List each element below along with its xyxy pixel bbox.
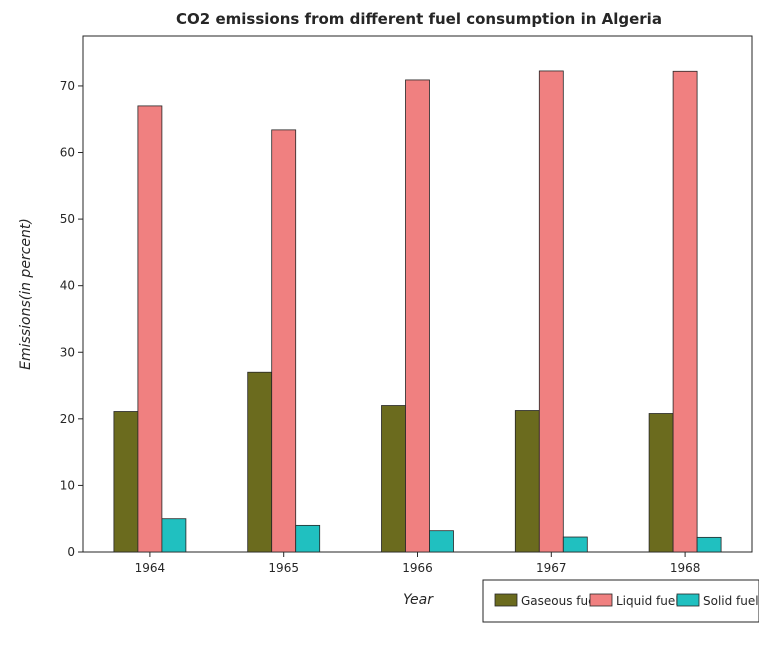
bar-liquid-fuel-1965: [271, 129, 297, 553]
x-tick-label: 1965: [268, 561, 299, 575]
y-tick-label: 60: [60, 146, 75, 160]
y-axis-label: Emissions(in percent): [18, 218, 34, 370]
bar-gaseous-fuel-1964: [113, 411, 139, 553]
bar-gaseous-fuel-1966: [381, 405, 406, 553]
legend-label-gaseous-fuel: Gaseous fuel: [521, 594, 599, 608]
y-tick-label: 40: [60, 279, 75, 293]
bar-gaseous-fuel-1965: [247, 371, 273, 553]
y-tick-label: 50: [60, 212, 75, 226]
bar-solid-fuel-1968: [696, 536, 722, 553]
bar-liquid-fuel-1968: [672, 70, 698, 553]
x-axis-label: Year: [403, 592, 434, 608]
legend: Gaseous fuel Liquid fuel Solid fuel: [482, 579, 759, 623]
y-tick-label: 20: [60, 412, 75, 426]
chart-title: CO2 emissions from different fuel consum…: [176, 10, 662, 28]
y-tick-label: 10: [60, 478, 75, 492]
legend-label-liquid-fuel: Liquid fuel: [616, 594, 679, 608]
legend-label-solid-fuel: Solid fuel: [703, 594, 759, 608]
bar-liquid-fuel-1967: [538, 70, 564, 553]
bar-solid-fuel-1964: [161, 518, 187, 553]
bar-liquid-fuel-1964: [137, 105, 163, 553]
x-tick-label: 1966: [402, 561, 433, 575]
legend-swatch-liquid-fuel: [589, 593, 613, 607]
legend-box: [482, 579, 759, 623]
y-tick-label: 70: [60, 79, 75, 93]
y-tick-label: 0: [67, 545, 75, 559]
bar-solid-fuel-1965: [295, 524, 321, 553]
legend-swatch-solid-fuel: [676, 593, 700, 607]
x-tick-label: 1967: [536, 561, 567, 575]
y-tick-label: 30: [60, 345, 75, 359]
bar-liquid-fuel-1966: [405, 79, 430, 553]
bar-solid-fuel-1966: [429, 530, 454, 553]
bar-gaseous-fuel-1967: [514, 410, 540, 553]
bar-gaseous-fuel-1968: [648, 413, 674, 553]
x-tick-label: 1968: [670, 561, 701, 575]
legend-swatch-gaseous-fuel: [494, 593, 518, 607]
bar-solid-fuel-1967: [562, 536, 588, 553]
x-tick-label: 1964: [135, 561, 166, 575]
